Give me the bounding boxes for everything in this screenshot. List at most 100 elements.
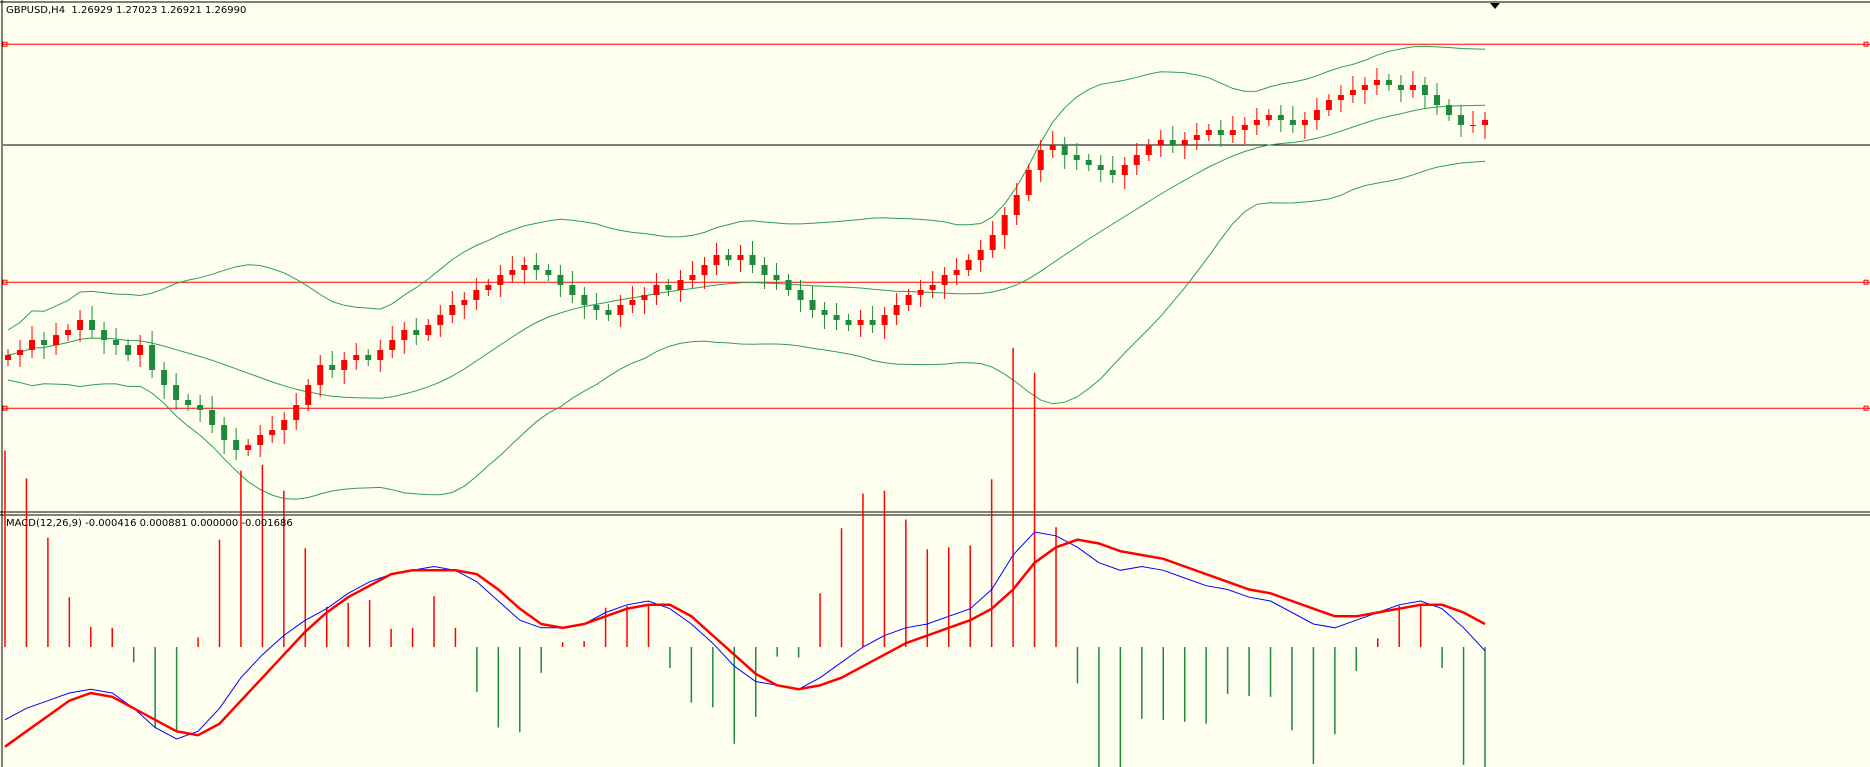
candle-body-86 [1037,150,1044,170]
candle-body-40 [485,285,492,290]
candle-body-25 [305,385,312,405]
candle-body-83 [1001,215,1008,235]
candle-body-2 [29,340,36,350]
candle-body-11 [137,345,144,355]
candle-body-118 [1421,85,1428,95]
candle-body-111 [1337,95,1344,100]
candle-body-21 [257,435,264,445]
candle-body-105 [1265,115,1272,120]
candle-body-23 [281,420,288,430]
candle-body-4 [53,335,60,345]
shift-marker-icon [1490,3,1500,9]
candle-body-122 [1469,125,1476,126]
bollinger-middle [7,104,1486,399]
candle-body-102 [1229,130,1236,135]
level-handle-left-3 [2,405,8,411]
candle-body-10 [125,345,132,355]
candle-body-19 [233,440,240,450]
candle-body-20 [245,445,252,450]
candle-body-56 [677,280,684,290]
candle-body-100 [1205,130,1212,135]
candle-body-117 [1409,85,1416,90]
candle-body-104 [1253,120,1260,125]
candle-body-115 [1385,80,1392,85]
candle-body-32 [389,340,396,350]
candle-body-88 [1061,145,1068,155]
candle-body-47 [569,285,576,295]
candle-body-98 [1181,140,1188,145]
candle-body-79 [953,270,960,275]
candle-body-110 [1325,100,1332,110]
candle-body-109 [1313,110,1320,120]
macd-main-line [4,531,1486,740]
candle-body-53 [641,295,648,300]
candle-body-91 [1097,165,1104,170]
candle-body-68 [821,310,828,315]
candle-body-89 [1073,155,1080,160]
bollinger-upper [7,45,1486,331]
bollinger-lower [7,160,1486,500]
candle-body-5 [65,330,72,335]
candle-body-58 [701,265,708,275]
candle-body-45 [545,270,552,275]
candle-body-29 [353,355,360,360]
candle-body-96 [1157,140,1164,145]
candle-body-112 [1349,90,1356,95]
candle-body-39 [473,290,480,300]
candle-body-17 [209,410,216,425]
candle-body-103 [1241,125,1248,130]
candle-body-54 [653,285,660,295]
candle-body-73 [881,315,888,325]
candle-body-1 [17,350,24,355]
candle-body-12 [149,345,156,370]
candle-body-3 [41,340,48,345]
candle-body-80 [965,260,972,270]
candle-body-22 [269,430,276,435]
candle-body-36 [437,315,444,325]
candle-body-85 [1025,170,1032,195]
level-handle-left-2 [2,279,8,285]
candle-body-121 [1457,115,1464,125]
candle-body-44 [533,265,540,270]
candle-body-93 [1121,165,1128,175]
candle-body-7 [89,320,96,330]
price-panel-title: GBPUSD,H4 1.26929 1.27023 1.26921 1.2699… [6,5,247,16]
candle-body-0 [5,355,11,360]
candle-body-99 [1193,135,1200,140]
candle-body-95 [1145,145,1152,155]
candle-body-59 [713,255,720,265]
candle-body-76 [917,290,924,295]
candle-body-13 [161,370,168,385]
macd-panel-title: MACD(12,26,9) -0.000416 0.000881 0.00000… [6,518,293,529]
candle-body-77 [929,285,936,290]
candle-body-24 [293,405,300,420]
candle-body-6 [77,320,84,330]
candle-body-46 [557,275,564,285]
candle-body-30 [365,355,372,360]
candle-body-64 [773,275,780,280]
candle-body-48 [581,295,588,305]
candle-body-116 [1397,85,1404,90]
candle-body-106 [1277,115,1284,120]
candle-body-120 [1445,105,1452,115]
candle-body-67 [809,300,816,310]
candle-body-101 [1217,130,1224,135]
candle-body-66 [797,290,804,300]
candle-body-107 [1289,120,1296,125]
candle-body-14 [173,385,180,400]
candle-body-69 [833,315,840,320]
candle-body-35 [425,325,432,335]
candle-body-31 [377,350,384,360]
candle-body-34 [413,330,420,335]
level-handle-right-2 [1863,279,1869,285]
candle-body-43 [521,265,528,270]
candle-body-51 [617,305,624,315]
candle-body-57 [689,275,696,280]
candle-body-97 [1169,140,1176,145]
candle-body-78 [941,275,948,285]
macd-signal-line [4,538,1486,748]
candle-body-42 [509,270,516,275]
candle-body-27 [329,365,336,370]
